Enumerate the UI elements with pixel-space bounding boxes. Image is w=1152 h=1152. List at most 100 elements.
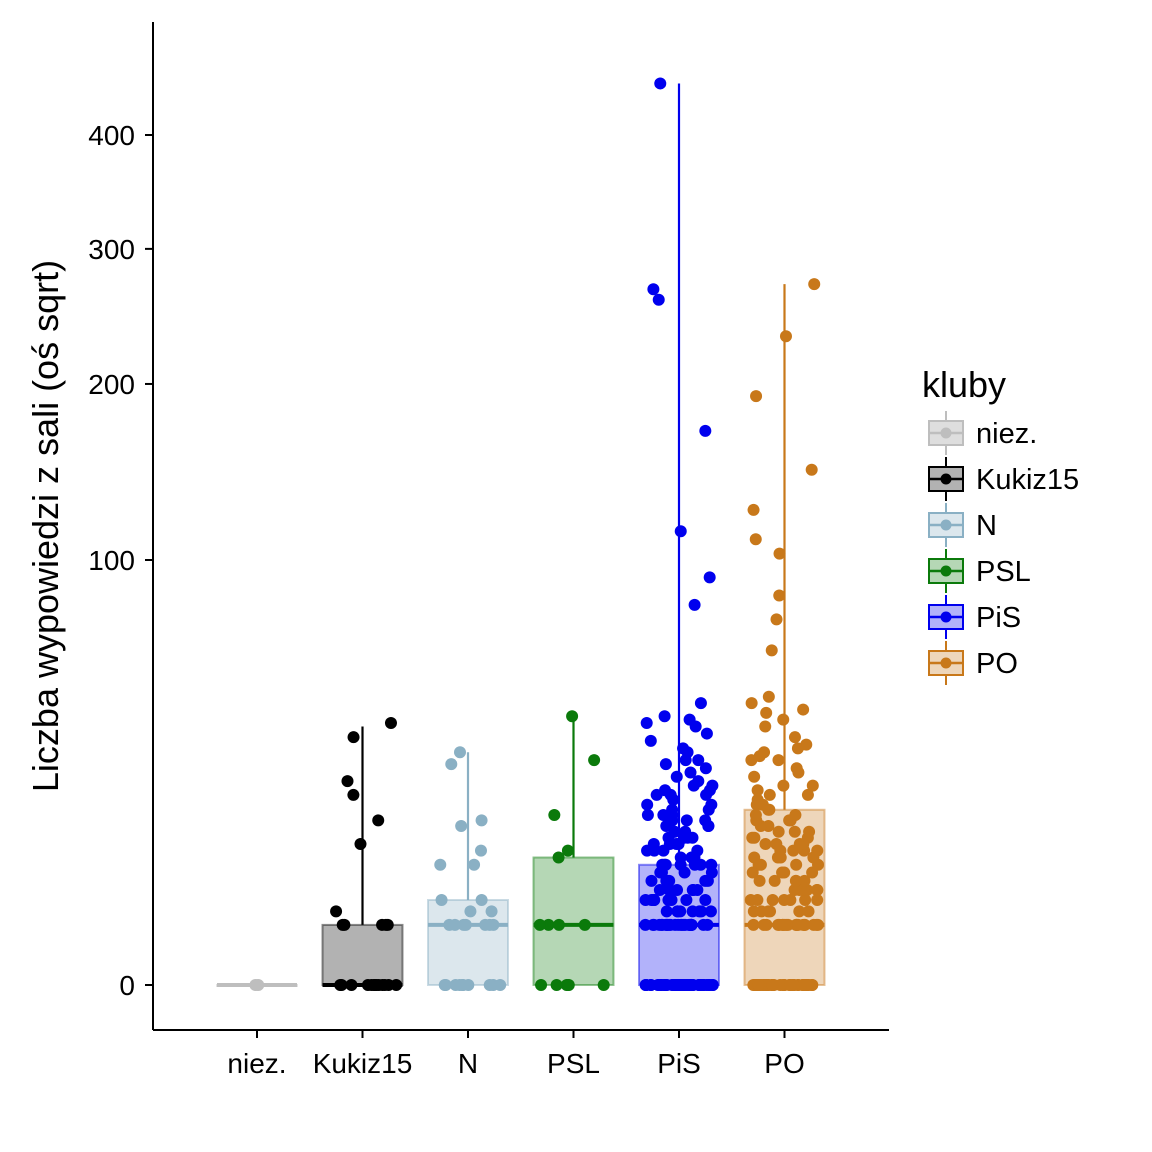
box-group-po (743, 278, 826, 991)
data-point (811, 883, 824, 896)
data-point (789, 809, 802, 821)
data-point (647, 918, 660, 931)
data-point (773, 547, 786, 560)
data-point (347, 788, 360, 801)
data-point (693, 905, 706, 918)
data-point (798, 874, 811, 887)
data-point (379, 918, 392, 931)
data-point (753, 874, 766, 887)
y-tick-label: 400 (88, 120, 135, 151)
data-point (641, 798, 654, 811)
data-point (249, 979, 262, 991)
data-point (790, 762, 803, 775)
data-point (330, 905, 343, 918)
box-group-kukiz15 (321, 717, 404, 991)
data-point (653, 883, 666, 896)
data-point (757, 918, 770, 931)
data-point (749, 533, 762, 546)
data-point (485, 905, 498, 918)
data-point (706, 979, 719, 991)
y-tick-label: 100 (88, 545, 135, 576)
data-point (661, 918, 674, 931)
data-point (674, 851, 687, 864)
legend-key-point (940, 473, 952, 485)
data-point (462, 979, 475, 991)
data-point (542, 918, 555, 931)
x-tick-label: niez. (227, 1048, 286, 1079)
data-point (699, 762, 712, 775)
data-point (665, 894, 678, 906)
legend-key-point (940, 427, 952, 439)
x-tick-label: PSL (547, 1048, 600, 1079)
data-point (792, 918, 805, 931)
data-point (647, 838, 660, 851)
data-point (535, 979, 548, 991)
data-point (789, 874, 802, 887)
data-point (699, 424, 712, 437)
data-point (675, 918, 688, 931)
data-point (691, 844, 704, 857)
x-tick-label: PO (764, 1048, 804, 1079)
legend-item: niez. (928, 411, 1037, 455)
y-ticks: 0 100 200 300 400 (88, 120, 153, 1001)
data-point (684, 766, 697, 779)
data-point (793, 838, 806, 851)
data-point (805, 463, 818, 476)
data-point (770, 613, 783, 626)
data-point (751, 784, 764, 797)
legend-item: PSL (928, 549, 1031, 593)
data-point (808, 278, 821, 291)
axes: 0 100 200 300 400 niez. Kukiz15 N PSL PiS PO Licz… (25, 22, 889, 1079)
data-point (434, 858, 447, 871)
data-point (660, 979, 673, 991)
data-point (483, 918, 496, 931)
x-tick-label: Kukiz15 (313, 1048, 413, 1079)
data-point (705, 798, 718, 811)
data-point (494, 979, 507, 991)
data-point (361, 979, 374, 991)
data-point (647, 894, 660, 906)
data-point (693, 979, 706, 991)
data-point (384, 717, 397, 730)
legend-item: PiS (928, 595, 1021, 639)
data-point (706, 779, 719, 792)
y-tick-label: 300 (88, 234, 135, 265)
data-point (760, 706, 773, 719)
data-point (376, 979, 389, 991)
legend-key-point (940, 657, 952, 669)
legend-label: N (976, 510, 997, 542)
data-point (779, 330, 792, 343)
data-point (354, 838, 367, 851)
data-point (561, 844, 574, 857)
data-point (552, 918, 565, 931)
data-point (372, 814, 385, 827)
legend-key-point (940, 565, 952, 577)
data-point (645, 874, 658, 887)
data-point (799, 979, 812, 991)
data-point (562, 979, 575, 991)
data-point (699, 874, 712, 887)
data-point (566, 710, 579, 723)
data-point (677, 742, 690, 755)
data-point (685, 918, 698, 931)
data-point (683, 713, 696, 726)
data-point (597, 979, 610, 991)
data-point (688, 598, 701, 611)
data-point (647, 283, 660, 296)
data-point (548, 809, 561, 821)
data-point (680, 814, 693, 827)
data-point (705, 858, 718, 871)
data-point (658, 858, 671, 871)
data-point (777, 779, 790, 792)
data-point (552, 851, 565, 864)
data-point (766, 979, 779, 991)
data-point (700, 727, 713, 740)
data-point (533, 918, 546, 931)
data-point (746, 831, 759, 844)
data-point (641, 809, 654, 821)
legend-label: niez. (976, 418, 1037, 450)
data-point (639, 979, 652, 991)
data-point (578, 918, 591, 931)
data-point (768, 874, 781, 887)
